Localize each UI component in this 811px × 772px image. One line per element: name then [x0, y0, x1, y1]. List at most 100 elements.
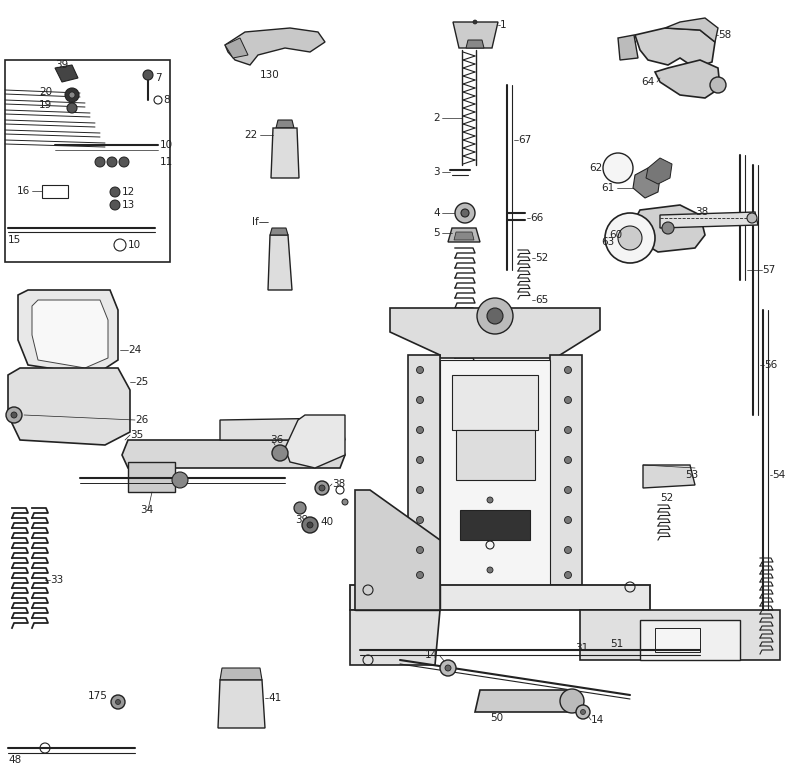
Text: 14: 14	[590, 715, 603, 725]
Circle shape	[272, 445, 288, 461]
Circle shape	[564, 516, 571, 523]
Text: 62: 62	[589, 163, 603, 173]
Text: 66: 66	[530, 213, 543, 223]
Text: 4: 4	[433, 208, 440, 218]
Circle shape	[564, 426, 571, 434]
Polygon shape	[354, 490, 440, 610]
Circle shape	[487, 567, 492, 573]
Polygon shape	[225, 38, 247, 58]
Circle shape	[115, 699, 120, 705]
Text: 11: 11	[160, 157, 173, 167]
Polygon shape	[389, 308, 599, 358]
Text: 54: 54	[771, 470, 784, 480]
Polygon shape	[220, 418, 345, 440]
Circle shape	[109, 187, 120, 197]
Text: 57: 57	[761, 265, 775, 275]
Text: 53: 53	[684, 470, 697, 480]
Polygon shape	[5, 60, 169, 262]
Polygon shape	[634, 28, 714, 68]
Text: 3: 3	[433, 167, 440, 177]
Text: 10: 10	[128, 240, 141, 250]
Polygon shape	[276, 120, 294, 128]
Text: 60: 60	[608, 230, 621, 240]
Text: 22: 22	[244, 130, 258, 140]
Text: 63: 63	[601, 237, 614, 247]
Circle shape	[65, 88, 79, 102]
Text: 5: 5	[433, 228, 440, 238]
Polygon shape	[639, 620, 739, 660]
Polygon shape	[42, 185, 68, 198]
Circle shape	[69, 92, 75, 98]
Text: 67: 67	[517, 135, 530, 145]
Text: 61: 61	[601, 183, 614, 193]
Circle shape	[319, 485, 324, 491]
Text: 38: 38	[332, 479, 345, 489]
Text: 8: 8	[163, 95, 169, 105]
Text: 39: 39	[294, 515, 308, 525]
Circle shape	[444, 665, 450, 671]
Text: 14: 14	[424, 650, 437, 660]
Circle shape	[603, 153, 633, 183]
Circle shape	[341, 499, 348, 505]
Circle shape	[709, 77, 725, 93]
Polygon shape	[642, 465, 694, 488]
Circle shape	[564, 547, 571, 554]
Circle shape	[416, 456, 423, 463]
Polygon shape	[631, 205, 704, 252]
Circle shape	[560, 689, 583, 713]
Polygon shape	[220, 668, 262, 680]
Polygon shape	[453, 22, 497, 48]
Polygon shape	[466, 40, 483, 48]
Polygon shape	[128, 462, 175, 492]
Text: 33: 33	[50, 575, 63, 585]
Circle shape	[416, 397, 423, 404]
Text: 52: 52	[659, 493, 672, 503]
Circle shape	[111, 695, 125, 709]
Text: 1: 1	[500, 20, 506, 30]
Polygon shape	[440, 360, 549, 585]
Text: 19: 19	[39, 100, 52, 110]
Circle shape	[416, 426, 423, 434]
Polygon shape	[579, 610, 779, 660]
Circle shape	[416, 367, 423, 374]
Polygon shape	[32, 300, 108, 368]
Text: 16: 16	[17, 186, 30, 196]
Polygon shape	[456, 430, 534, 480]
Polygon shape	[549, 355, 581, 585]
Polygon shape	[633, 168, 659, 198]
Circle shape	[107, 157, 117, 167]
Text: 2: 2	[433, 113, 440, 123]
Polygon shape	[270, 228, 288, 235]
Circle shape	[564, 486, 571, 493]
Text: 41: 41	[268, 693, 281, 703]
Text: 25: 25	[135, 377, 148, 387]
Polygon shape	[354, 585, 440, 610]
Circle shape	[580, 709, 585, 715]
Circle shape	[172, 472, 188, 488]
Polygon shape	[453, 232, 474, 240]
Text: If—: If—	[251, 217, 268, 227]
Text: 15: 15	[8, 235, 21, 245]
Polygon shape	[654, 60, 719, 98]
Circle shape	[6, 407, 22, 423]
Text: 58: 58	[717, 30, 731, 40]
Circle shape	[487, 497, 492, 503]
Circle shape	[416, 571, 423, 578]
Polygon shape	[654, 628, 699, 652]
Polygon shape	[217, 680, 264, 728]
Text: 34: 34	[139, 505, 153, 515]
Text: 39: 39	[55, 60, 68, 70]
Polygon shape	[646, 158, 672, 184]
Text: 35: 35	[130, 430, 143, 440]
Text: 36: 36	[270, 435, 283, 445]
Polygon shape	[122, 440, 345, 468]
Text: 13: 13	[122, 200, 135, 210]
Circle shape	[564, 367, 571, 374]
Polygon shape	[285, 415, 345, 468]
Text: 175: 175	[88, 691, 108, 701]
Circle shape	[416, 516, 423, 523]
Circle shape	[143, 70, 152, 80]
Circle shape	[564, 397, 571, 404]
Circle shape	[11, 412, 17, 418]
Polygon shape	[350, 610, 440, 665]
